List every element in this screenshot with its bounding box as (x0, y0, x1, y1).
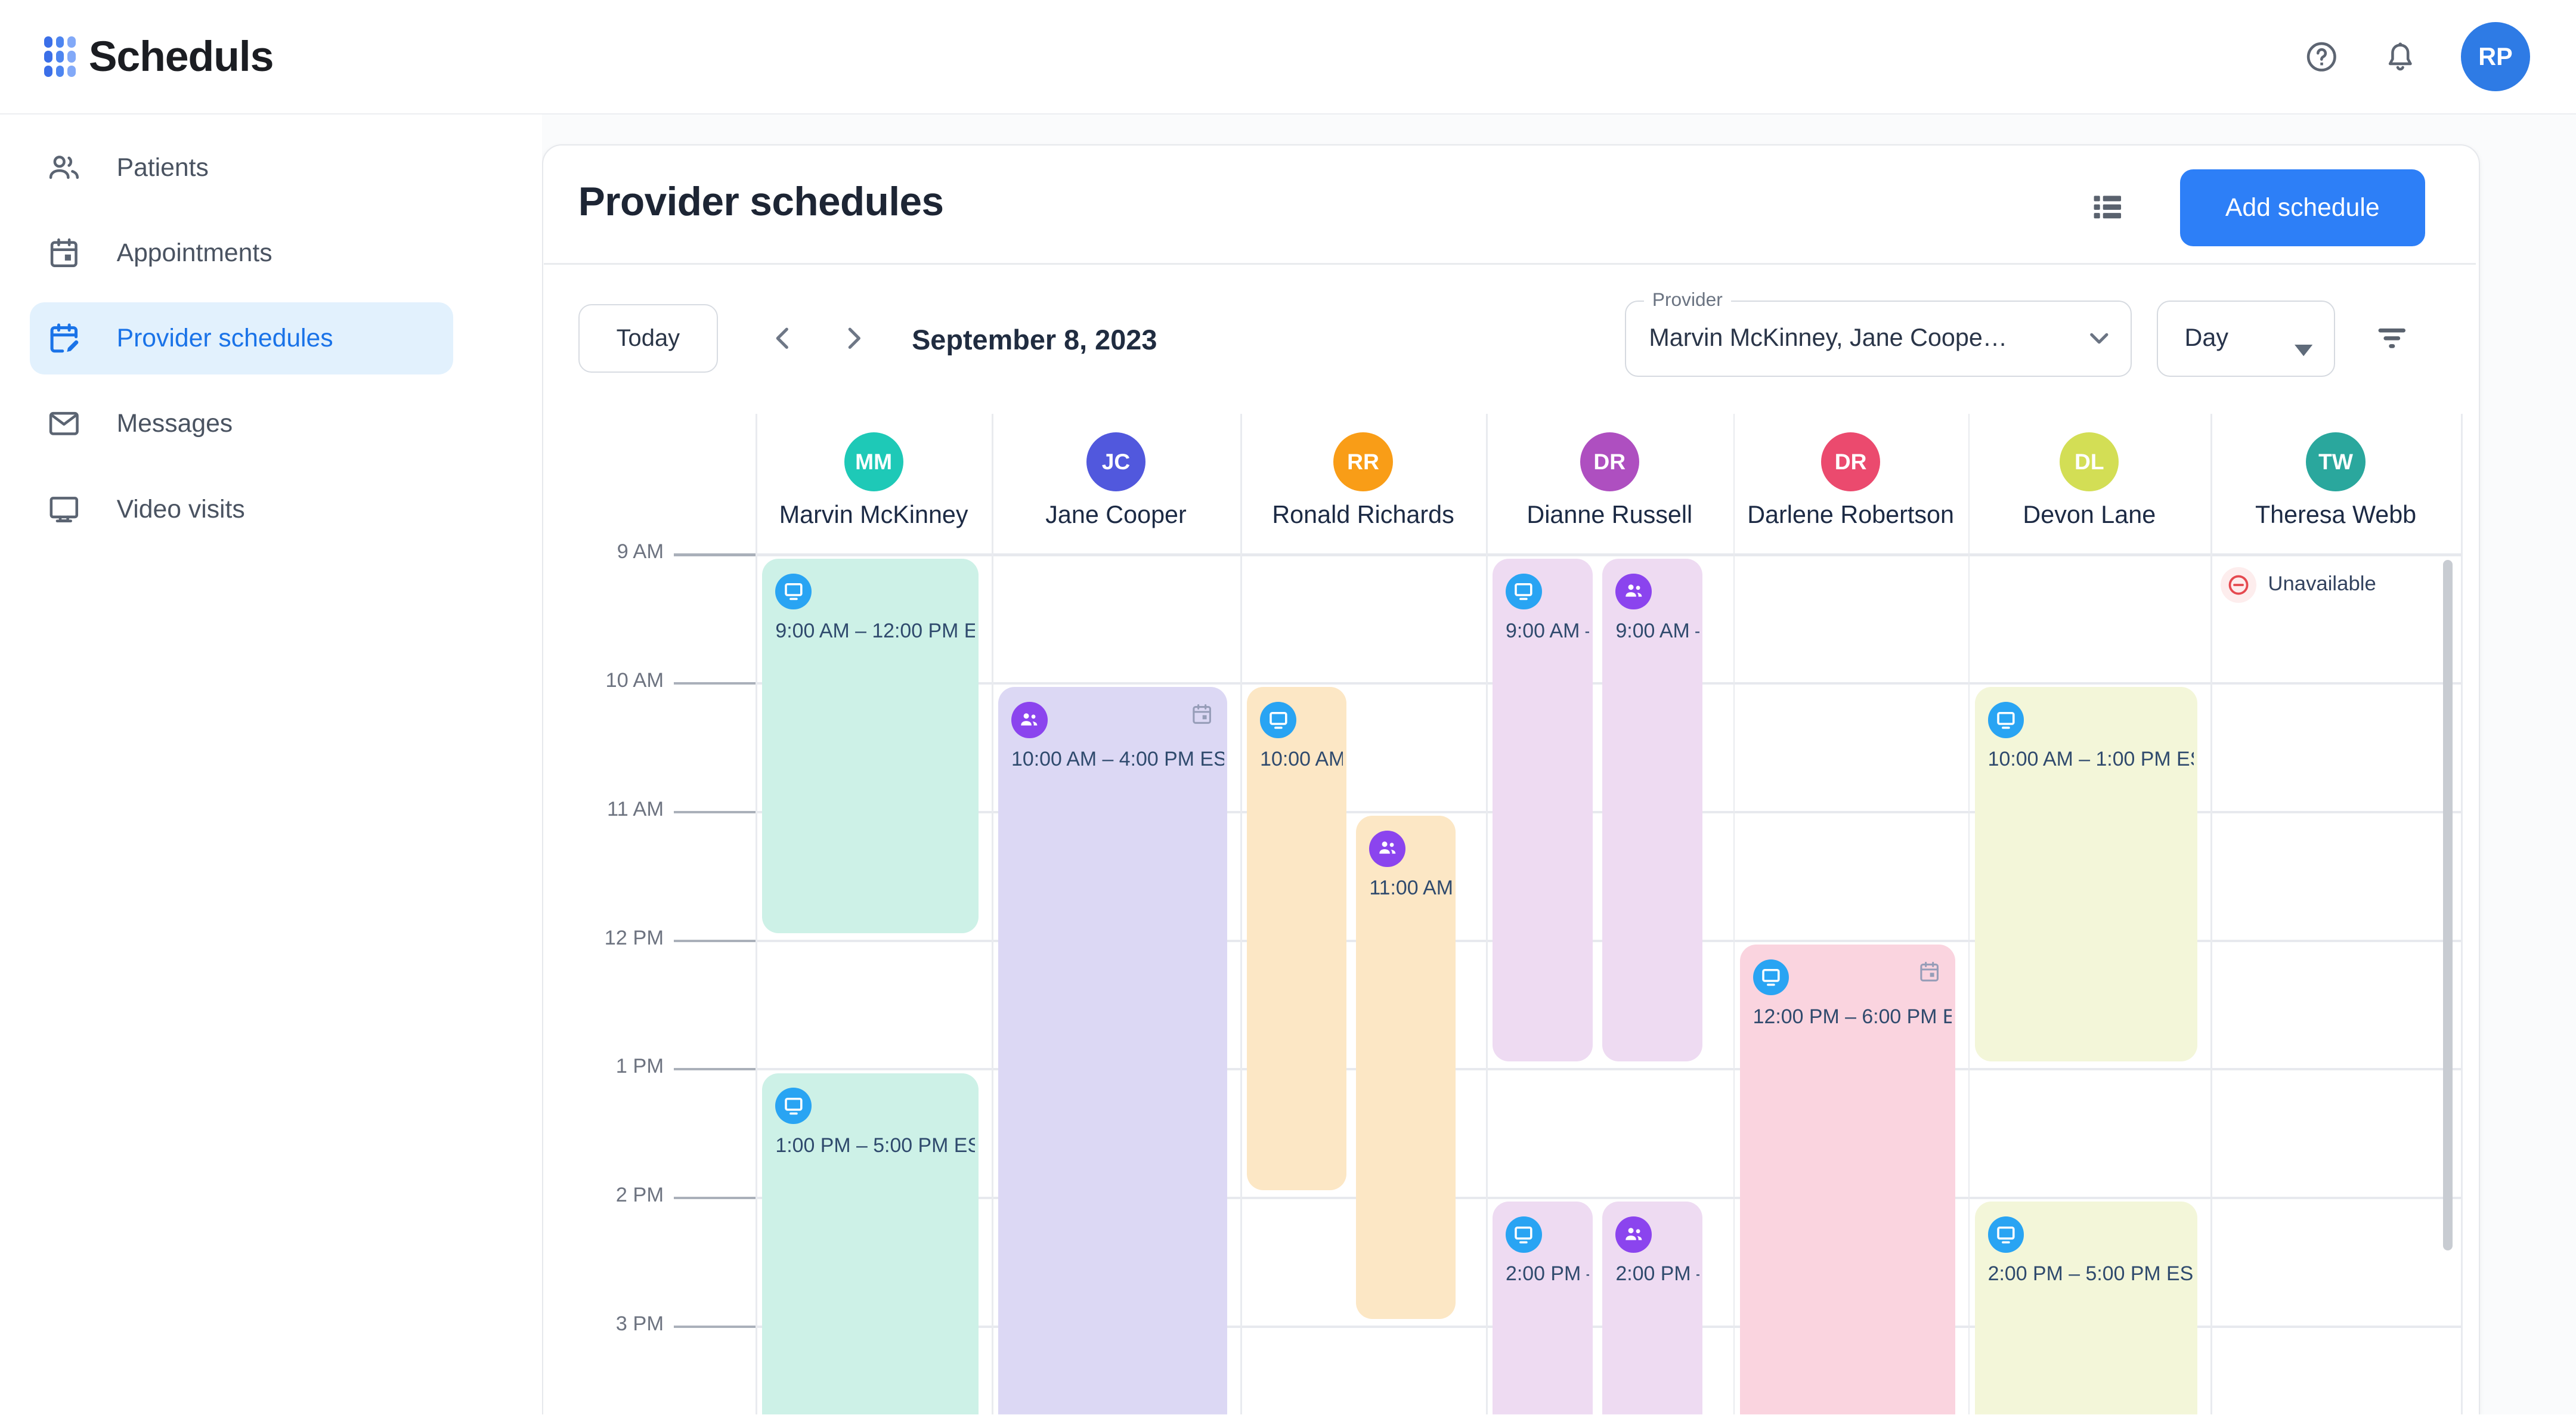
in-person-icon (1011, 702, 1048, 738)
sidebar-item-patients[interactable]: Patients (30, 131, 454, 203)
schedule-event[interactable]: 9:00 AM – 1 (1493, 558, 1593, 1062)
event-time-label: 9:00 AM – 12:00 PM EST (775, 619, 975, 642)
video-visit-icon (1753, 959, 1789, 996)
user-avatar[interactable]: RP (2461, 22, 2530, 91)
video-visit-icon (1506, 1216, 1542, 1253)
video-visit-icon (1260, 702, 1296, 738)
schedule-event[interactable]: 12:00 PM – 6:00 PM EST (1739, 944, 1955, 1415)
unavailable-label: Unavailable (2268, 572, 2376, 596)
logo-dot (55, 66, 64, 78)
view-mode-value: Day (2184, 324, 2228, 352)
help-icon[interactable] (2303, 39, 2340, 75)
page-title: Provider schedules (578, 179, 944, 225)
sidebar: Patients Appointments Provider schedules… (0, 113, 543, 1415)
bell-icon[interactable] (2382, 39, 2419, 75)
topbar-actions: RP (2303, 0, 2530, 113)
provider-select-label: Provider (1644, 289, 1731, 311)
schedule-event[interactable]: 2:00 PM – 6 (1602, 1202, 1703, 1415)
chevron-down-icon (2081, 320, 2117, 356)
calendar-edit-icon (46, 320, 82, 357)
schedule-event[interactable]: 10:00 AM – (1247, 687, 1346, 1191)
event-time-label: 10:00 AM – (1260, 748, 1343, 771)
logo-dot (44, 51, 53, 63)
top-bar: Scheduls RP (0, 0, 2576, 115)
event-time-label: 9:00 AM – 1 (1506, 619, 1589, 642)
sidebar-nav: Patients Appointments Provider schedules… (0, 131, 542, 558)
people-icon (46, 150, 82, 186)
logo-dot (67, 36, 76, 48)
event-time-label: 10:00 AM – 1:00 PM EST (1987, 748, 2194, 771)
event-time-label: 12:00 PM – 6:00 PM EST (1753, 1005, 1952, 1028)
schedule-event[interactable]: 10:00 AM – 4:00 PM EST (998, 687, 1228, 1415)
vertical-scrollbar[interactable] (2442, 560, 2453, 1250)
event-time-label: 2:00 PM – 5:00 PM EST (1987, 1262, 2194, 1286)
in-person-icon (1369, 830, 1405, 867)
logo-dot (67, 51, 76, 63)
app-logo[interactable]: Scheduls (44, 32, 274, 81)
video-visit-icon (775, 1088, 812, 1125)
calendar-icon (46, 235, 82, 271)
event-time-label: 10:00 AM – 4:00 PM EST (1011, 748, 1224, 771)
event-time-label: 2:00 PM – 6 (1615, 1262, 1699, 1286)
provider-select[interactable]: Provider Marvin McKinney, Jane Coope… (1624, 289, 2132, 377)
monitor-icon (46, 491, 82, 528)
schedule-event[interactable]: 2:00 PM – 5:00 PM EST (1974, 1202, 2197, 1415)
schedule-event[interactable]: 9:00 AM – 1 (1602, 558, 1703, 1062)
schedule-event[interactable]: 9:00 AM – 12:00 PM EST (762, 558, 979, 933)
sidebar-item-label: Appointments (116, 238, 273, 267)
logo-dot (55, 36, 64, 48)
view-list-icon[interactable] (2089, 189, 2126, 225)
event-time-label: 9:00 AM – 1 (1615, 619, 1699, 642)
video-visit-icon (1987, 1216, 2024, 1253)
in-person-icon (1615, 1216, 1652, 1253)
schedule-event[interactable]: 2:00 PM – 6 (1493, 1202, 1593, 1415)
logo-dot (67, 66, 76, 78)
header-divider (543, 262, 2476, 265)
video-visit-icon (1506, 573, 1542, 610)
chevron-right-icon[interactable] (835, 320, 871, 357)
sidebar-item-messages[interactable]: Messages (30, 388, 454, 460)
video-visit-icon (775, 573, 812, 610)
today-button[interactable]: Today (578, 304, 718, 373)
event-time-label: 2:00 PM – 6 (1506, 1262, 1589, 1286)
logo-text: Scheduls (88, 33, 274, 81)
sidebar-item-label: Provider schedules (116, 324, 333, 352)
schedule-event[interactable]: 1:00 PM – 5:00 PM EST (762, 1073, 979, 1415)
dropdown-arrow-icon (2295, 333, 2313, 363)
sidebar-item-provider-schedules[interactable]: Provider schedules (29, 302, 454, 375)
sidebar-item-label: Patients (116, 153, 209, 182)
sidebar-item-appointments[interactable]: Appointments (30, 217, 454, 289)
sidebar-item-label: Messages (116, 409, 233, 438)
provider-select-value: Marvin McKinney, Jane Coope… (1649, 324, 2008, 352)
calendar-icon (1917, 959, 1942, 984)
event-time-label: 11:00 AM – (1369, 877, 1453, 900)
logo-dot (55, 51, 64, 63)
video-visit-icon (1987, 702, 2024, 738)
mail-icon (46, 405, 82, 442)
view-mode-select[interactable]: Day (2157, 301, 2336, 377)
in-person-icon (1615, 573, 1652, 610)
add-schedule-button[interactable]: Add schedule (2180, 169, 2425, 247)
unavailable-icon (2220, 566, 2257, 603)
filter-icon[interactable] (2374, 320, 2410, 357)
current-date-label: September 8, 2023 (912, 324, 1157, 355)
logo-dot (44, 66, 53, 78)
event-time-label: 1:00 PM – 5:00 PM EST (775, 1134, 976, 1157)
sidebar-item-label: Video visits (116, 494, 245, 524)
schedule-event[interactable]: 10:00 AM – 1:00 PM EST (1974, 687, 2197, 1062)
schedule-event[interactable]: 11:00 AM – (1356, 816, 1456, 1319)
calendar-icon (1190, 702, 1214, 726)
chevron-left-icon[interactable] (766, 320, 802, 357)
logo-dot (44, 36, 53, 48)
logo-grid-icon (44, 36, 76, 78)
sidebar-item-video-visits[interactable]: Video visits (30, 473, 454, 545)
